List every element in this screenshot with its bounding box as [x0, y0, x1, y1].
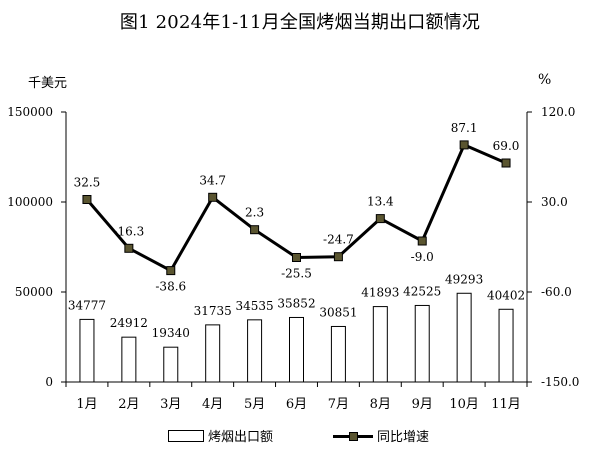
legend-bar-label: 烤烟出口额	[208, 430, 274, 445]
x-tick-label: 7月	[328, 397, 349, 412]
x-tick-label: 9月	[412, 397, 433, 412]
x-tick-label: 3月	[160, 397, 181, 412]
bar	[498, 308, 514, 383]
bar-value-label: 41893	[361, 286, 399, 300]
line-point-marker	[250, 225, 260, 235]
legend-line-swatch	[333, 430, 374, 442]
bar-value-label: 34535	[235, 299, 273, 313]
x-tick-label: 5月	[244, 397, 265, 412]
growth-line	[85, 142, 507, 273]
line-value-label: -9.0	[411, 250, 434, 264]
chart-title: 图1 2024年1-11月全国烤烟当期出口额情况	[119, 12, 481, 33]
bar	[289, 316, 304, 383]
bar-value-label: 49293	[445, 272, 483, 286]
line-point-marker	[501, 158, 511, 168]
bar	[372, 306, 388, 383]
x-tick-label: 1月	[76, 397, 97, 412]
line-point-marker	[333, 252, 343, 262]
bar-value-label: 24912	[110, 316, 148, 330]
bar	[163, 346, 179, 383]
bar	[121, 336, 137, 383]
x-tick-label: 8月	[370, 397, 391, 412]
x-tick-label: 11月	[491, 397, 521, 412]
bar	[79, 318, 95, 383]
right-tick-label: 120.0	[541, 105, 575, 119]
x-tick-label: 4月	[202, 397, 223, 412]
bar	[456, 292, 472, 383]
line-point-marker	[459, 140, 469, 150]
right-axis-unit: %	[538, 72, 552, 88]
bar-value-label: 31735	[194, 304, 232, 318]
line-point-marker	[292, 253, 301, 262]
bar	[414, 304, 430, 383]
line-value-label: 87.1	[451, 121, 478, 135]
line-value-label: 13.4	[367, 195, 394, 209]
left-tick-label: 50000	[15, 285, 53, 299]
left-tick-label: 0	[45, 375, 53, 389]
left-tick-label: 150000	[7, 105, 53, 119]
x-tick-label: 2月	[118, 397, 139, 412]
line-value-label: 32.5	[74, 176, 101, 190]
bar-value-label: 42525	[403, 284, 441, 298]
bar-value-label: 40402	[487, 288, 525, 302]
line-value-label: 2.3	[245, 206, 264, 220]
bar-value-label: 30851	[319, 305, 357, 319]
line-value-label: -16.3	[113, 224, 144, 238]
bar-value-label: 34777	[68, 298, 106, 312]
line-value-label: -24.7	[323, 233, 354, 247]
bar-value-label: 19340	[152, 326, 190, 340]
line-value-label: -25.5	[281, 267, 312, 281]
line-point-marker	[124, 243, 134, 253]
legend-line-label: 同比增速	[377, 430, 430, 445]
line-value-label: 34.7	[199, 173, 226, 187]
right-tick-label: 30.0	[541, 195, 568, 209]
x-tick-label: 6月	[286, 397, 307, 412]
right-tick-label: -150.0	[541, 375, 579, 389]
bar-value-label: 35852	[277, 296, 315, 310]
bar	[205, 324, 221, 383]
legend-bar-swatch	[168, 429, 204, 442]
left-tick-label: 100000	[7, 195, 53, 209]
line-point-marker	[166, 266, 176, 276]
line-point-marker	[208, 192, 218, 202]
line-point-marker	[375, 214, 385, 224]
line-value-label: -38.6	[155, 280, 186, 294]
line-value-label: 69.0	[493, 139, 520, 153]
line-point-marker	[82, 195, 92, 204]
bar	[247, 319, 263, 383]
left-axis-unit: 千美元	[28, 76, 68, 91]
chart-legend: 烤烟出口额 同比增速	[168, 426, 429, 445]
line-point-marker	[417, 236, 427, 246]
x-tick-label: 10月	[449, 397, 479, 412]
bar	[330, 325, 346, 383]
right-tick-label: -60.0	[541, 285, 572, 299]
